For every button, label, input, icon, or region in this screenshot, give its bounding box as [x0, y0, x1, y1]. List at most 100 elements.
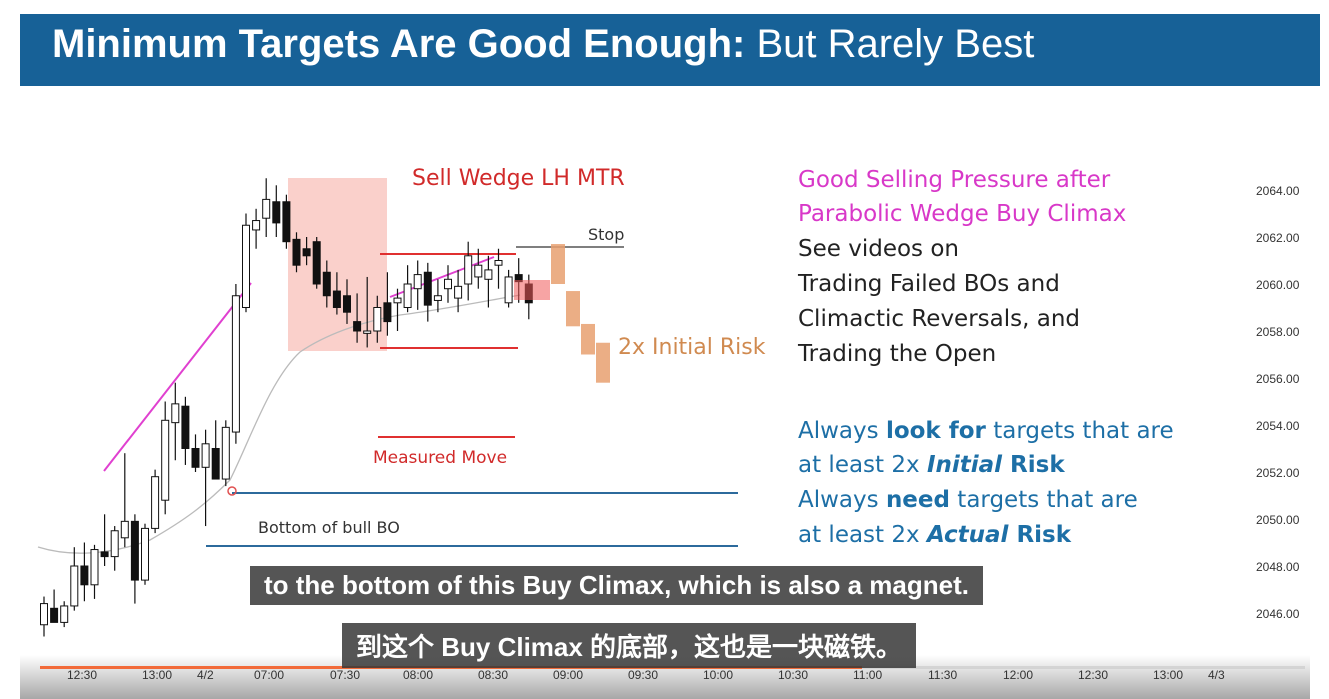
blue-note-bold-italic: Actual	[926, 522, 1009, 548]
slide-title-rest: But Rarely Best	[745, 22, 1035, 66]
measured-move-label: Measured Move	[373, 448, 508, 468]
note-line: Climactic Reversals, and	[798, 306, 1081, 332]
blue-note-line-1: Always look for targets that are	[798, 414, 1174, 449]
stop-label: Stop	[588, 225, 625, 244]
bull-candle	[151, 476, 160, 529]
bull-candle	[444, 278, 452, 290]
bear-candle	[211, 448, 220, 480]
blue-note-text: targets that are	[949, 487, 1138, 513]
bull-candle	[60, 605, 69, 623]
bear-candle	[322, 271, 331, 297]
signal-bar-highlight	[514, 280, 550, 300]
price-tick: 2064.00	[1256, 184, 1300, 198]
note-line: See videos on	[798, 236, 959, 262]
bull-candle	[494, 260, 503, 266]
blue-note-text: at least 2x	[798, 522, 927, 548]
projected-bar	[566, 291, 580, 327]
time-tick: 11:30	[928, 668, 958, 682]
bull-candle	[484, 269, 493, 280]
blue-note-bold-italic: Initial	[926, 452, 1003, 478]
two-x-risk-label: 2x Initial Risk	[618, 335, 766, 360]
bull-candle	[454, 285, 463, 299]
bear-candle	[423, 271, 432, 306]
pink-note-line-1: Good Selling Pressure after	[798, 167, 1111, 193]
price-tick: 2046.00	[1256, 607, 1300, 621]
moving-average-line	[37, 294, 521, 554]
bull-candle	[373, 307, 382, 332]
bull-candle	[90, 549, 99, 586]
bull-candle	[70, 565, 79, 607]
bull-candle	[201, 443, 210, 468]
bear-candle	[353, 321, 362, 332]
bull-candle	[141, 527, 149, 581]
blue-note-text: targets that are	[985, 418, 1174, 444]
bull-candle	[231, 295, 240, 433]
time-tick: 13:00	[1153, 668, 1184, 682]
subtitle-chinese: 到这个 Buy Climax 的底部，这也是一块磁铁。	[342, 623, 917, 668]
projected-bar	[581, 323, 595, 355]
blue-note-bold: look for	[885, 418, 986, 444]
bottom-bull-bo-label: Bottom of bull BO	[258, 518, 400, 537]
bull-candle	[363, 330, 372, 334]
price-tick: 2060.00	[1256, 278, 1300, 292]
blue-note-text: at least 2x	[798, 452, 927, 478]
bear-candle	[332, 290, 341, 308]
blue-note-line-2: at least 2x Initial Risk	[798, 448, 1065, 483]
bull-candle	[120, 520, 129, 539]
bull-trendline	[103, 282, 252, 472]
note-line: Trading Failed BOs and	[798, 271, 1060, 297]
projected-bar	[596, 342, 610, 383]
blue-note-bold: Risk	[1002, 452, 1065, 478]
subtitle-english: to the bottom of this Buy Climax, which …	[250, 566, 983, 605]
price-tick: 2062.00	[1256, 231, 1300, 245]
bull-candle	[171, 403, 180, 424]
sell-zone-highlight	[288, 178, 387, 351]
pink-note-line-2: Parabolic Wedge Buy Climax	[798, 201, 1127, 227]
price-tick: 2056.00	[1256, 372, 1300, 386]
time-tick: 4/2	[197, 668, 214, 682]
time-tick: 12:00	[1003, 668, 1034, 682]
price-tick: 2054.00	[1256, 419, 1300, 433]
bear-candle	[181, 405, 190, 450]
time-tick: 12:30	[1078, 668, 1109, 682]
title-bar	[20, 14, 1320, 86]
bear-candle	[50, 607, 59, 623]
bear-candle	[80, 565, 89, 586]
blue-note-text: Always	[798, 418, 886, 444]
sell-wedge-label: Sell Wedge LH MTR	[412, 166, 625, 191]
bull-candle	[403, 283, 412, 308]
blue-note-bold: Risk	[1008, 522, 1072, 548]
bull-candle	[474, 264, 483, 278]
price-tick: 2052.00	[1256, 466, 1300, 480]
bear-candle	[100, 551, 109, 558]
time-tick: 12:30	[67, 668, 98, 682]
bear-candle	[130, 520, 139, 581]
bear-candle	[343, 295, 351, 313]
time-tick: 10:30	[778, 668, 809, 682]
bear-candle	[282, 201, 291, 243]
bear-candle	[312, 241, 321, 285]
bull-candle	[393, 297, 402, 304]
price-tick: 2050.00	[1256, 513, 1300, 527]
bull-candle	[242, 224, 250, 308]
blue-note-line-4: at least 2x Actual Risk	[798, 518, 1071, 553]
time-tick: 10:00	[703, 668, 734, 682]
bull-candle	[221, 426, 230, 480]
bull-candle	[413, 274, 422, 290]
slide-title: Minimum Targets Are Good Enough: But Rar…	[52, 22, 1034, 67]
time-tick: 09:30	[628, 668, 659, 682]
blue-note-text: Always	[798, 487, 886, 513]
time-tick: 07:00	[254, 668, 285, 682]
bull-candle	[262, 198, 271, 219]
bear-candle	[383, 302, 392, 323]
time-tick: 11:00	[853, 668, 883, 682]
bear-candle	[191, 448, 200, 468]
price-tick: 2048.00	[1256, 560, 1300, 574]
projected-bar	[551, 244, 565, 284]
bull-candle	[464, 255, 473, 285]
time-tick: 13:00	[142, 668, 173, 682]
bull-candle	[161, 419, 170, 501]
time-tick: 09:00	[553, 668, 584, 682]
